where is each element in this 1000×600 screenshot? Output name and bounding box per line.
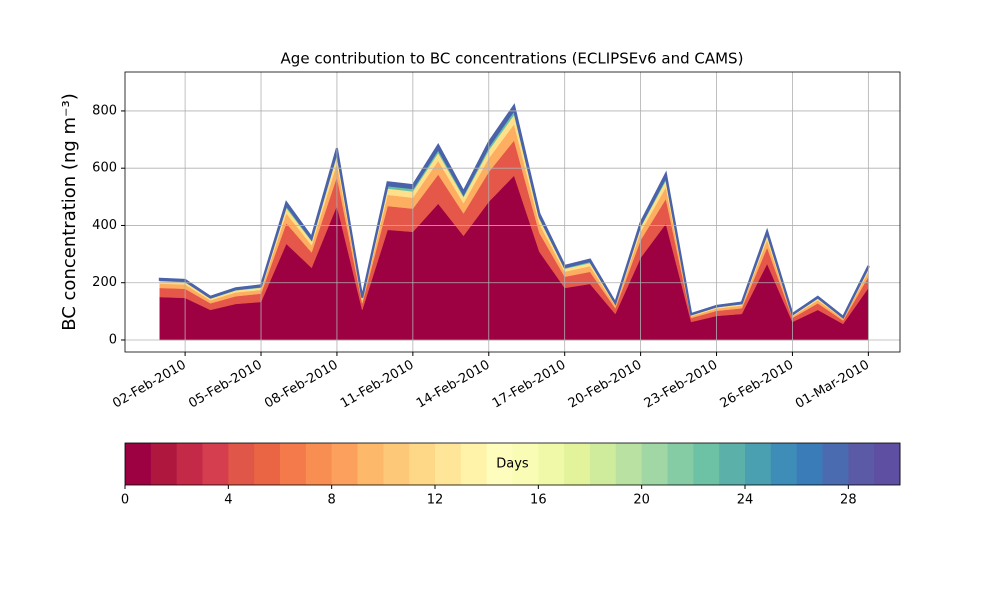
colorbar-swatch <box>745 443 772 485</box>
x-tick-label: 01-Mar-2010 <box>793 358 872 412</box>
colorbar-tick-label: 24 <box>737 493 754 508</box>
colorbar-swatch <box>228 443 255 485</box>
x-tick-label: 26-Feb-2010 <box>718 358 797 412</box>
x-tick-label: 20-Feb-2010 <box>566 358 645 412</box>
colorbar-swatch <box>874 443 901 485</box>
y-tick-label: 800 <box>92 103 117 118</box>
colorbar-label: Days <box>496 457 529 472</box>
colorbar-tick-label: 20 <box>633 493 650 508</box>
colorbar-tick-label: 4 <box>224 493 232 508</box>
colorbar-swatch <box>641 443 668 485</box>
colorbar-swatch <box>822 443 849 485</box>
plot-frame <box>124 71 901 353</box>
colorbar-swatch <box>486 443 513 485</box>
colorbar-swatch <box>590 443 617 485</box>
x-tick-label: 05-Feb-2010 <box>186 358 265 412</box>
colorbar-swatch <box>538 443 565 485</box>
colorbar-swatch <box>564 443 591 485</box>
y-axis-label: BC concentration (ng m⁻³) <box>59 93 80 331</box>
colorbar-swatch <box>615 443 643 485</box>
y-tick-label: 400 <box>92 218 117 233</box>
colorbar-tick-label: 16 <box>530 493 547 508</box>
y-tick-label: 0 <box>109 332 117 347</box>
x-tick-label: 14-Feb-2010 <box>414 358 493 412</box>
colorbar-swatch <box>796 443 823 485</box>
colorbar-frame <box>124 442 901 486</box>
colorbar-swatch <box>512 443 539 485</box>
colorbar-swatch <box>719 443 746 485</box>
x-tick-label: 11-Feb-2010 <box>338 358 417 412</box>
x-tick-label: 17-Feb-2010 <box>490 358 569 412</box>
colorbar-tick-label: 0 <box>121 493 129 508</box>
y-tick-label: 600 <box>92 161 117 176</box>
colorbar-swatch <box>848 443 875 485</box>
colorbar-swatch <box>125 443 152 485</box>
colorbar-tick-label: 8 <box>328 493 336 508</box>
colorbar-swatch <box>435 443 462 485</box>
colorbar-swatch <box>667 443 694 485</box>
colorbar-swatch <box>770 443 798 485</box>
y-tick-label: 200 <box>92 275 117 290</box>
x-tick-label: 08-Feb-2010 <box>262 358 341 412</box>
colorbar-swatch <box>305 443 333 485</box>
colorbar-tick-label: 28 <box>840 493 857 508</box>
chart-title: Age contribution to BC concentrations (E… <box>281 50 744 68</box>
colorbar-swatch <box>357 443 384 485</box>
colorbar-swatch <box>150 443 178 485</box>
colorbar-swatch <box>383 443 410 485</box>
colorbar-tick-label: 12 <box>427 493 444 508</box>
colorbar-swatch <box>331 443 358 485</box>
colorbar-swatch <box>202 443 229 485</box>
colorbar-swatch <box>460 443 488 485</box>
colorbar-swatch <box>693 443 720 485</box>
colorbar-swatch <box>254 443 281 485</box>
colorbar-swatch <box>280 443 307 485</box>
colorbar-swatch <box>409 443 436 485</box>
x-tick-label: 02-Feb-2010 <box>110 358 189 412</box>
colorbar-swatch <box>176 443 203 485</box>
x-tick-label: 23-Feb-2010 <box>642 358 721 412</box>
